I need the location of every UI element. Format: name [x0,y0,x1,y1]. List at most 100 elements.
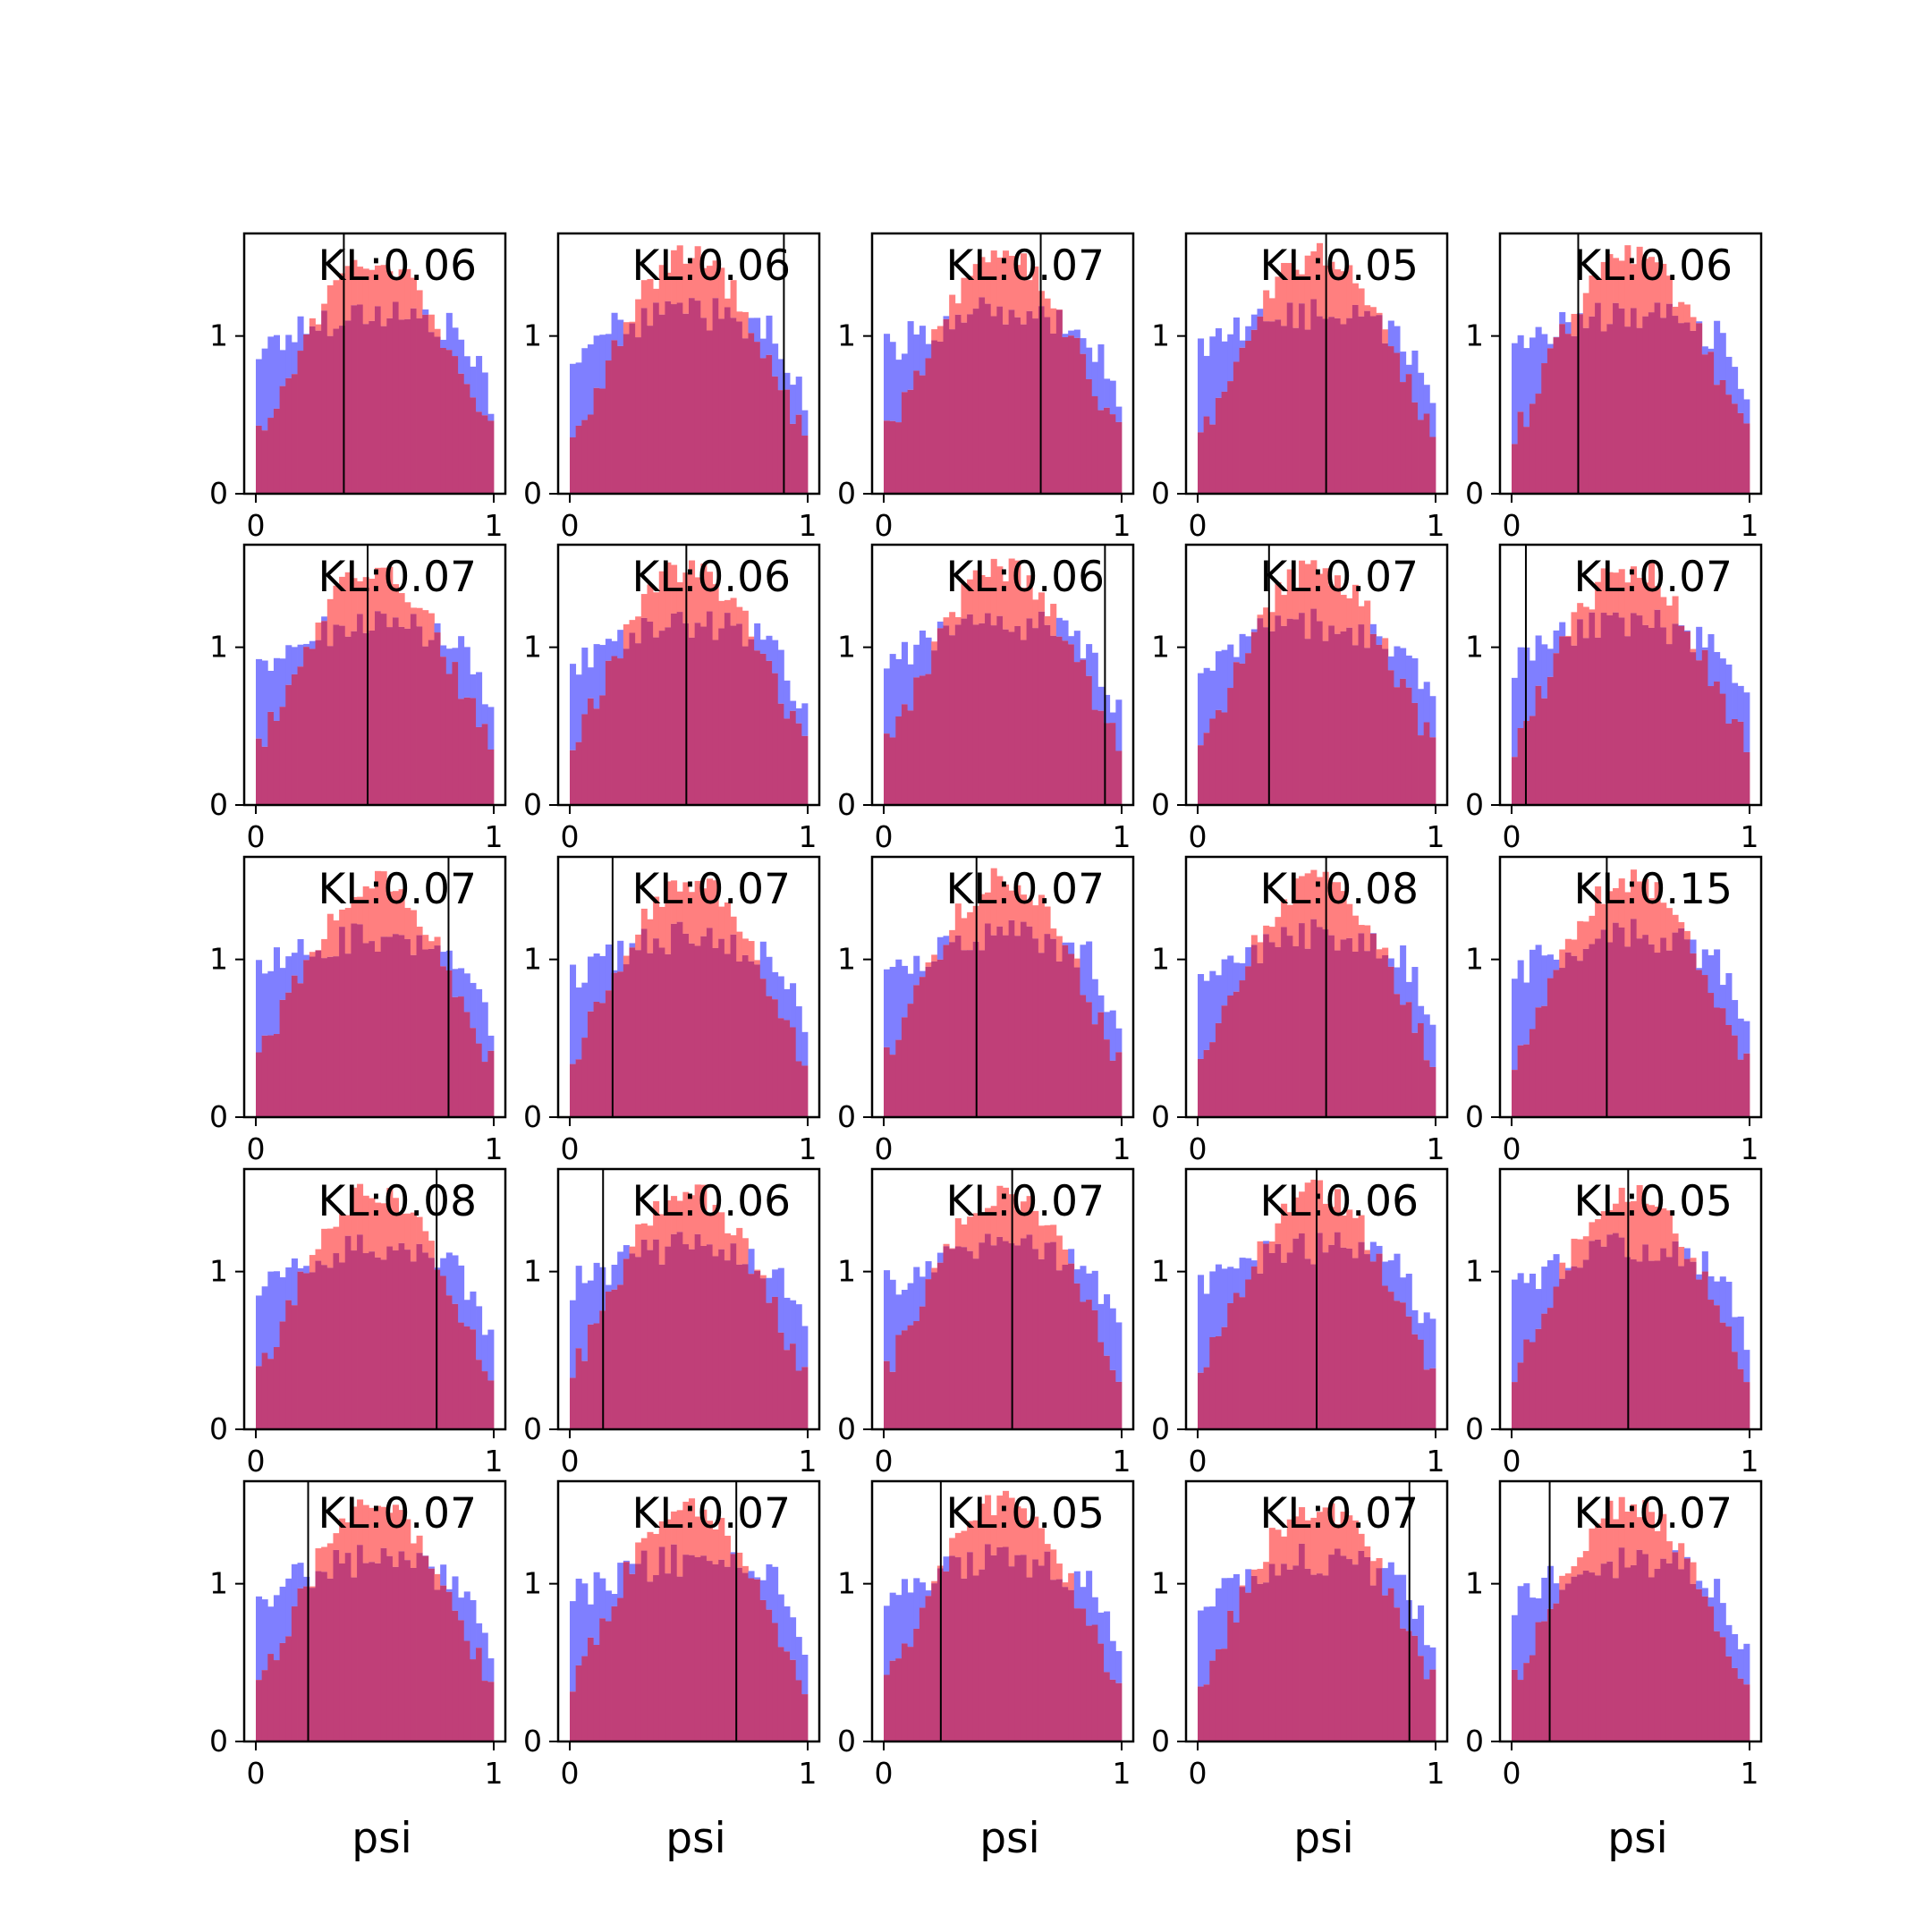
blue-bar [1553,630,1560,654]
red-bar [1334,882,1341,951]
overlap-bar [689,1555,696,1741]
overlap-bar [267,1654,275,1741]
blue-bar [279,658,286,708]
overlap-bar [1086,1002,1093,1117]
overlap-bar [1268,321,1275,494]
overlap-bar [1299,923,1306,1117]
red-bar [321,303,328,311]
red-bar [748,636,755,640]
red-bar [694,880,701,946]
red-bar [1577,1557,1584,1575]
overlap-bar [470,1329,477,1429]
overlap-bar [1411,1032,1419,1117]
overlap-bar [790,1659,797,1741]
overlap-bar [416,626,423,805]
histogram-panel: 010 1KL:0.07 [1151,543,1449,854]
blue-bar [452,1255,459,1304]
blue-bar [629,943,636,948]
blue-bar [1062,334,1069,337]
x-tick-label: 0 [875,508,894,543]
blue-bar [1215,1588,1222,1649]
overlap-bar [931,340,938,494]
red-bar [635,616,642,644]
axes-frame [1184,855,1449,1119]
overlap-bar [1334,1232,1341,1429]
red-bar [689,1498,696,1555]
red-bar [1600,261,1607,332]
overlap-bar [1719,1637,1726,1741]
overlap-bar [1690,1583,1697,1741]
blue-bar [907,664,914,711]
y-tick-label: 1 [837,1566,856,1601]
blue-bar [801,410,809,436]
overlap-bar [1091,1024,1098,1117]
red-bar [689,258,696,299]
overlap-bar [481,724,488,805]
overlap-bar [476,1648,483,1741]
overlap-bar [1418,1022,1425,1117]
red-bar [647,1531,654,1582]
overlap-bar [309,1272,316,1429]
red-bar [1352,1520,1359,1565]
red-bar [741,1565,749,1573]
overlap-bar [1589,944,1596,1117]
overlap-bar [256,738,263,805]
overlap-bar [1068,1589,1075,1741]
red-bar [1032,905,1039,939]
overlap-bar [985,1233,992,1429]
blue-bar [889,1592,896,1661]
histogram-panel: 010 1KL:0.06 [523,1167,821,1479]
overlap-bar [1654,302,1661,494]
overlap-bar [961,322,968,494]
overlap-bar [635,643,642,805]
blue-bar [256,960,263,1053]
overlap-bar [972,309,979,494]
red-bar [1020,588,1027,640]
overlap-bar [694,301,701,494]
overlap-bar [1097,1643,1105,1741]
overlap-bar [1707,1606,1715,1741]
overlap-bar [990,1245,997,1429]
blue-bar [1737,1316,1744,1369]
blue-bar [581,1283,589,1361]
overlap-bar [309,956,316,1117]
red-bar [996,876,1004,927]
red-bar [1613,572,1620,613]
red-bar [1683,304,1690,323]
overlap-bar [357,1234,364,1429]
blue-bar [1221,649,1228,713]
kl-label: KL:0.07 [318,865,478,914]
overlap-bar [754,964,761,1117]
red-bar [1618,1187,1625,1238]
overlap-bar [889,1371,896,1429]
red-bar [1606,572,1614,615]
overlap-bar [730,625,737,805]
red-bar [694,1516,701,1557]
overlap-bar [1683,322,1690,494]
blue-bar [1080,658,1087,660]
blue-bar [481,372,488,416]
blue-bar [267,1271,275,1360]
overlap-bar [1654,953,1661,1117]
blue-bar [1203,1293,1210,1368]
overlap-bar [1660,1248,1667,1429]
red-bar [1008,890,1015,920]
red-bar [1032,1210,1039,1250]
red-bar [1564,938,1572,953]
x-tick-label: 0 [1503,819,1521,854]
overlap-bar [795,723,802,805]
blue-bar [470,674,477,699]
red-bar [706,878,713,928]
y-tick-label: 0 [209,1099,228,1134]
overlap-bar [1690,1261,1697,1429]
overlap-bar [434,336,441,494]
blue-bar [1411,967,1419,1033]
red-bar [689,892,696,944]
x-tick-label: 0 [1189,1756,1208,1791]
blue-bar [1400,945,1407,1005]
blue-bar [777,359,784,391]
blue-bar [913,1578,920,1629]
overlap-bar [1529,403,1536,494]
overlap-bar [712,298,719,494]
